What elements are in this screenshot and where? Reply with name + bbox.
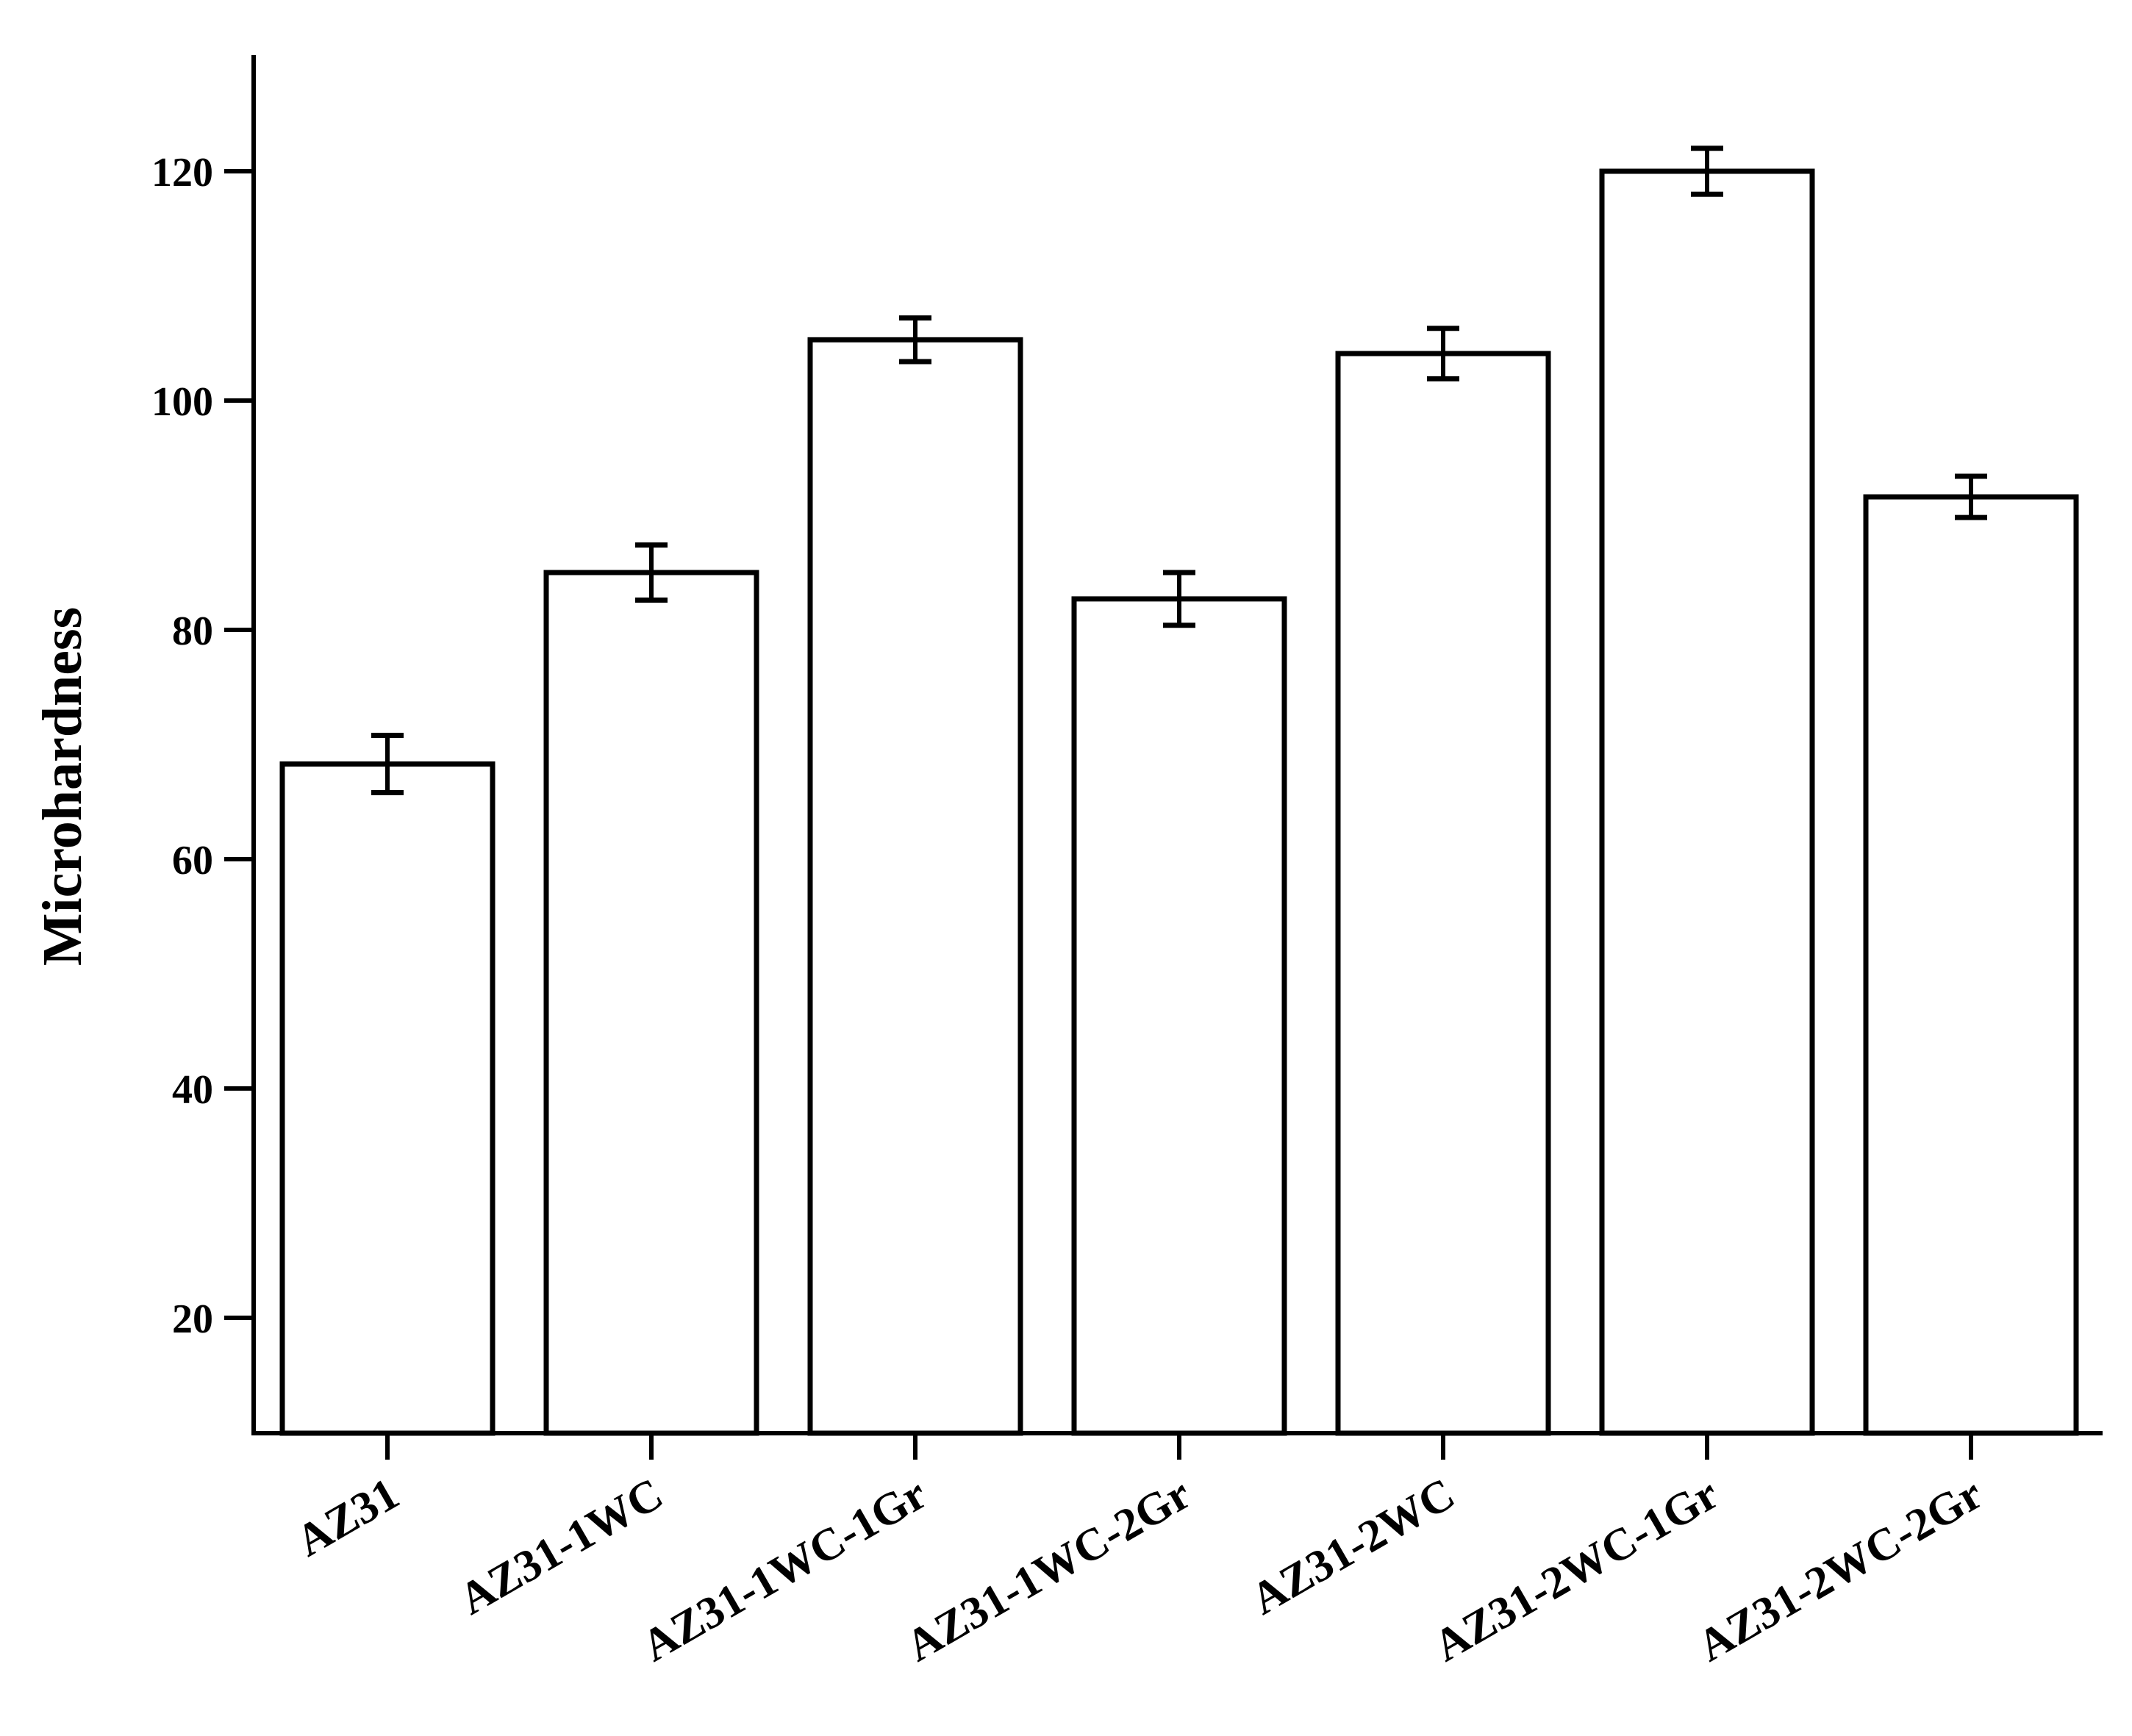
error-bars-group [371,146,1987,796]
bar [1071,596,1287,1436]
y-tick-label: 60 [172,838,213,883]
bar [279,761,496,1436]
bar [1599,168,1815,1436]
bars-group [279,168,2079,1436]
y-tick-label: 20 [172,1296,213,1342]
x-tick-label: AZ31-2WC [1243,1468,1463,1624]
y-tick-label: 80 [172,609,213,654]
x-tick-label: AZ31-1WC-1Gr [634,1468,935,1671]
y-tick-label: 40 [172,1067,213,1113]
x-tick-label: AZ31-2WC-2Gr [1689,1468,1991,1671]
bar [543,570,759,1436]
x-tick-label: AZ31-1WC [451,1468,671,1624]
y-tick-label: 100 [151,379,213,425]
x-tick-label: AZ31-1WC-2Gr [898,1468,1199,1671]
bar [807,337,1023,1436]
x-tick-label: AZ31-2WC-1Gr [1425,1468,1727,1671]
bar [1335,351,1551,1436]
y-axis-title: Microhardness [32,607,93,966]
y-tick-label: 120 [151,150,213,196]
y-ticks-group: 20 40 60 80 100 120 [151,150,254,1342]
x-tick-label: AZ31 [288,1468,407,1566]
bar [1863,494,2079,1436]
